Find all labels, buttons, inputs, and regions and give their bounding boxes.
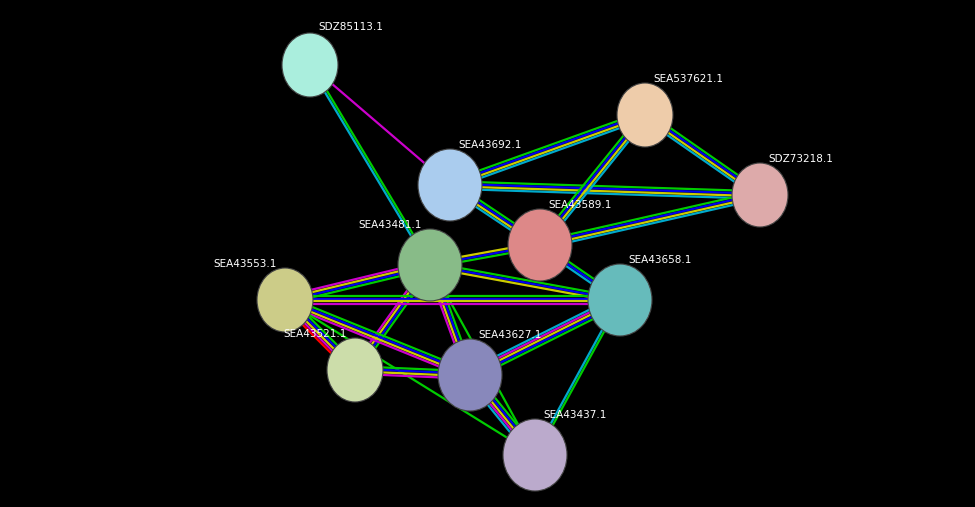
Ellipse shape bbox=[588, 264, 652, 336]
Ellipse shape bbox=[732, 163, 788, 227]
Ellipse shape bbox=[327, 338, 383, 402]
Ellipse shape bbox=[418, 149, 482, 221]
Ellipse shape bbox=[503, 419, 567, 491]
Text: SEA43627.1: SEA43627.1 bbox=[478, 330, 541, 340]
Ellipse shape bbox=[508, 209, 572, 281]
Text: SEA43481.1: SEA43481.1 bbox=[359, 220, 422, 230]
Text: SEA43692.1: SEA43692.1 bbox=[458, 140, 522, 150]
Text: SEA537621.1: SEA537621.1 bbox=[653, 74, 723, 84]
Ellipse shape bbox=[438, 339, 502, 411]
Text: SEA43553.1: SEA43553.1 bbox=[214, 259, 277, 269]
Ellipse shape bbox=[257, 268, 313, 332]
Text: SEA43658.1: SEA43658.1 bbox=[628, 255, 691, 265]
Text: SDZ73218.1: SDZ73218.1 bbox=[768, 154, 833, 164]
Ellipse shape bbox=[617, 83, 673, 147]
Text: SEA43521.1: SEA43521.1 bbox=[284, 329, 347, 339]
Ellipse shape bbox=[282, 33, 338, 97]
Text: SEA43437.1: SEA43437.1 bbox=[543, 410, 606, 420]
Text: SDZ85113.1: SDZ85113.1 bbox=[318, 22, 383, 32]
Ellipse shape bbox=[398, 229, 462, 301]
Text: SEA43589.1: SEA43589.1 bbox=[548, 200, 611, 210]
